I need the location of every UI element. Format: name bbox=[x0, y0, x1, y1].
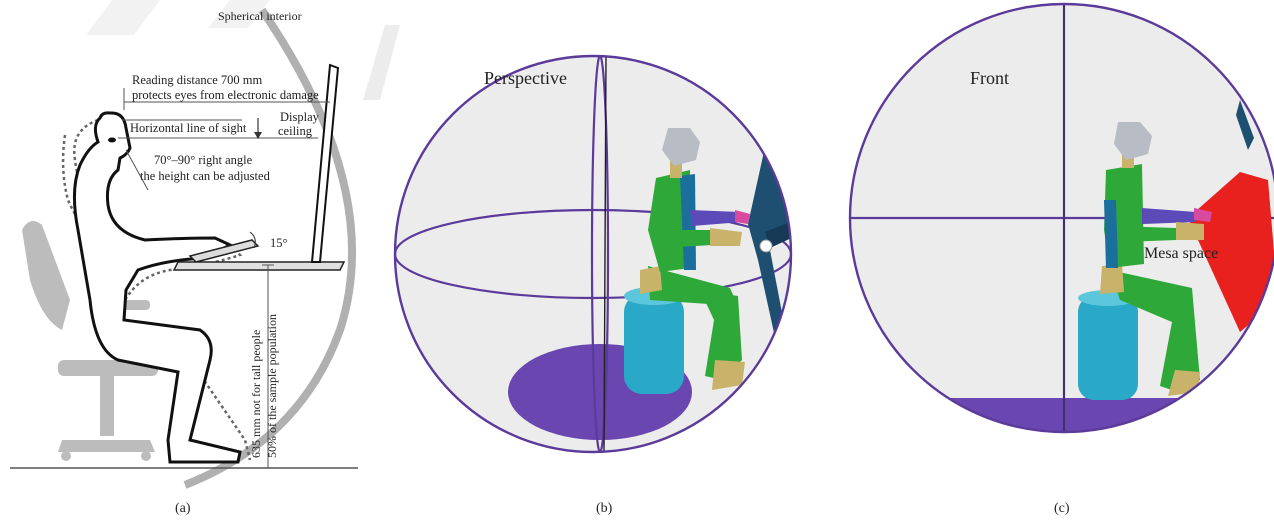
sphere-c-outline bbox=[848, 2, 1274, 434]
line-of-sight-label: Horizontal line of sight bbox=[130, 121, 247, 135]
watermark-shape-2 bbox=[208, 0, 270, 28]
height-label: 635 mm not for tall people bbox=[249, 330, 263, 458]
reading-distance-label: Reading distance 700 mm bbox=[132, 73, 262, 87]
reading-distance-sublabel: protects eyes from electronic damage bbox=[132, 88, 319, 102]
seat-cylinder-c bbox=[1078, 296, 1138, 400]
front-label: Front bbox=[970, 68, 1009, 88]
angle-sublabel: the height can be adjusted bbox=[140, 169, 271, 183]
watermark-shape-1 bbox=[86, 0, 160, 35]
seated-person-outline bbox=[72, 111, 242, 464]
monitor-shape bbox=[310, 63, 340, 263]
caption-a: (a) bbox=[175, 501, 191, 516]
spherical-interior-arc bbox=[183, 7, 357, 489]
display-ceiling-label: Display bbox=[280, 110, 320, 124]
panel-c-front: Front Mesa space (c) bbox=[848, 2, 1274, 516]
spherical-interior-label: Spherical interior bbox=[218, 9, 302, 23]
meridian-ring-b bbox=[590, 56, 610, 452]
watermark-shape-3 bbox=[363, 25, 400, 100]
chair-shape bbox=[22, 221, 158, 461]
panel-b-perspective: Perspective (b) bbox=[393, 54, 793, 516]
leg-c bbox=[1110, 270, 1200, 392]
leg-b bbox=[700, 290, 742, 380]
desk-surface bbox=[172, 261, 346, 271]
head-b bbox=[662, 128, 700, 166]
perspective-label: Perspective bbox=[484, 68, 567, 88]
seat-cylinder-b bbox=[624, 294, 684, 394]
caption-b: (b) bbox=[596, 501, 613, 516]
panel-a-diagram: Spherical interior Reading distance 700 … bbox=[10, 0, 400, 516]
mesa-space-label: Mesa space bbox=[1144, 245, 1218, 262]
display-ceiling-sublabel: ceiling bbox=[278, 124, 313, 138]
caption-c: (c) bbox=[1054, 501, 1070, 516]
tilt-label: 15° bbox=[270, 236, 288, 250]
sphere-b-outline bbox=[393, 54, 793, 454]
keyboard-shape bbox=[188, 239, 260, 263]
head-c bbox=[1114, 122, 1152, 160]
dotted-alternate-posture bbox=[73, 118, 252, 461]
tilt-angle-arc bbox=[249, 231, 256, 249]
eye-icon bbox=[108, 137, 116, 143]
height-sublabel: 50% of the sample population bbox=[265, 314, 279, 458]
angle-line bbox=[125, 149, 149, 191]
angle-label: 70°–90° right angle bbox=[154, 153, 253, 167]
